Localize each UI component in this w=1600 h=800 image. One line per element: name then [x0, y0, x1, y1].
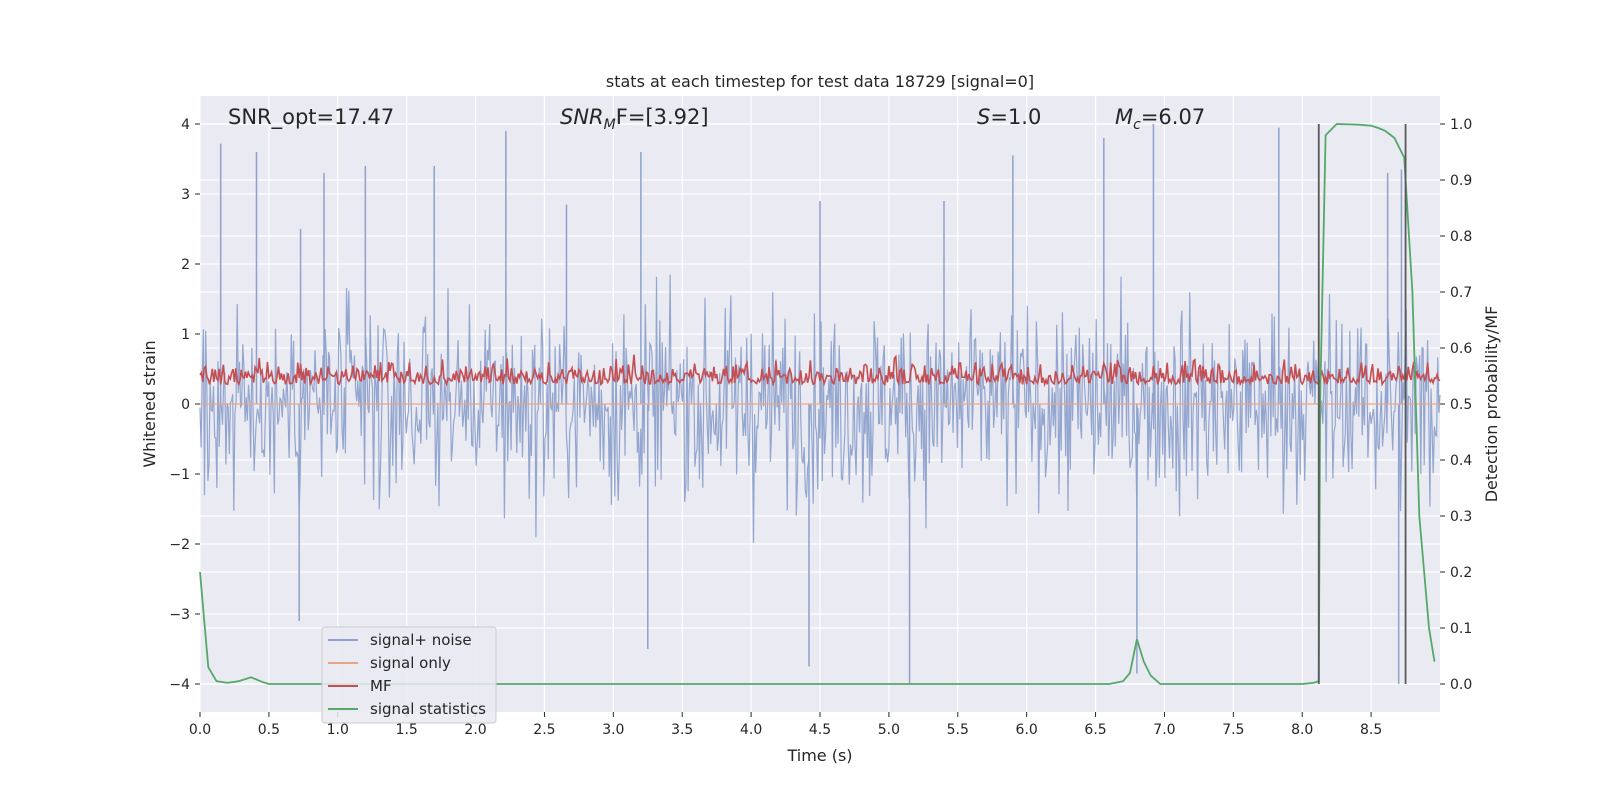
y-right-tick-label: 0.5	[1450, 397, 1472, 413]
y-right-tick-label: 0.3	[1450, 509, 1472, 525]
legend: signal+ noise signal only MF signal stat…	[321, 626, 497, 724]
y-left-tick-label: −1	[169, 467, 190, 483]
legend-label-signal-statistics: signal statistics	[370, 700, 486, 718]
x-tick-label: 3.5	[671, 722, 693, 738]
x-tick-label: 4.5	[809, 722, 831, 738]
legend-frame	[321, 626, 497, 724]
y-right-tick-label: 0.0	[1450, 677, 1472, 693]
x-tick-label: 4.0	[740, 722, 762, 738]
annotation-snr-mf: SNRMF=[3.92]	[560, 105, 709, 133]
y-left-tick-label: −2	[169, 537, 190, 553]
x-tick-label: 7.0	[1153, 722, 1175, 738]
chart-title: stats at each timestep for test data 187…	[606, 72, 1034, 91]
annotation-mc-value: Mc=6.07	[1115, 105, 1205, 133]
y-left-axis-ticks: 4 3 2 1 0 −1 −2 −3 −4	[169, 117, 200, 693]
x-tick-label: 7.5	[1222, 722, 1244, 738]
legend-label-mf: MF	[370, 677, 392, 695]
x-tick-label: 8.0	[1291, 722, 1313, 738]
y-right-tick-label: 0.8	[1450, 229, 1472, 245]
x-tick-label: 6.0	[1016, 722, 1038, 738]
annotation-snr-opt: SNR_opt=17.47	[228, 105, 394, 130]
y-left-tick-label: 1	[181, 327, 190, 343]
series-signal-statistics-line	[199, 123, 1436, 685]
x-tick-label: 1.0	[327, 722, 349, 738]
legend-label-signal-noise: signal+ noise	[370, 631, 472, 649]
x-tick-label: 0.0	[189, 722, 211, 738]
x-tick-label: 2.5	[533, 722, 555, 738]
y-right-tick-label: 0.1	[1450, 621, 1472, 637]
y-right-axis-label: Detection probability/MF	[1482, 306, 1501, 503]
y-right-tick-label: 0.2	[1450, 565, 1472, 581]
y-left-axis-label: Whitened strain	[140, 340, 159, 467]
series-mf-line	[199, 354, 1441, 388]
series-signal-noise-line	[199, 274, 1441, 543]
annotation-s-value: S=1.0	[977, 105, 1041, 129]
y-right-tick-label: 0.4	[1450, 453, 1472, 469]
legend-label-signal-only: signal only	[370, 654, 451, 672]
y-left-tick-label: 3	[181, 187, 190, 203]
x-axis-label: Time (s)	[786, 746, 852, 765]
y-right-tick-label: 0.9	[1450, 173, 1472, 189]
y-left-tick-label: 4	[181, 117, 190, 133]
x-tick-label: 5.0	[878, 722, 900, 738]
x-tick-label: 1.5	[396, 722, 418, 738]
x-axis-ticks: 0.0 0.5 1.0 1.5 2.0 2.5 3.0 3.5 4.0 4.5 5.0 5.5 6.0 6…	[189, 712, 1382, 738]
y-right-tick-label: 0.7	[1450, 285, 1472, 301]
y-right-tick-label: 0.6	[1450, 341, 1472, 357]
y-left-tick-label: 2	[181, 257, 190, 273]
x-tick-label: 8.5	[1360, 722, 1382, 738]
vertical-marker-lines	[1317, 124, 1407, 684]
series-layer	[199, 123, 1441, 685]
x-tick-label: 2.0	[464, 722, 486, 738]
x-tick-label: 5.5	[947, 722, 969, 738]
y-left-tick-label: 0	[181, 397, 190, 413]
y-right-tick-label: 1.0	[1450, 117, 1472, 133]
y-right-axis-ticks: 1.0 0.9 0.8 0.7 0.6 0.5 0.4 0.3 0.2 0.1 0.0	[1440, 117, 1472, 693]
x-tick-label: 3.0	[602, 722, 624, 738]
x-tick-label: 6.5	[1084, 722, 1106, 738]
x-tick-label: 0.5	[258, 722, 280, 738]
y-left-tick-label: −4	[169, 677, 190, 693]
y-left-tick-label: −3	[169, 607, 190, 623]
